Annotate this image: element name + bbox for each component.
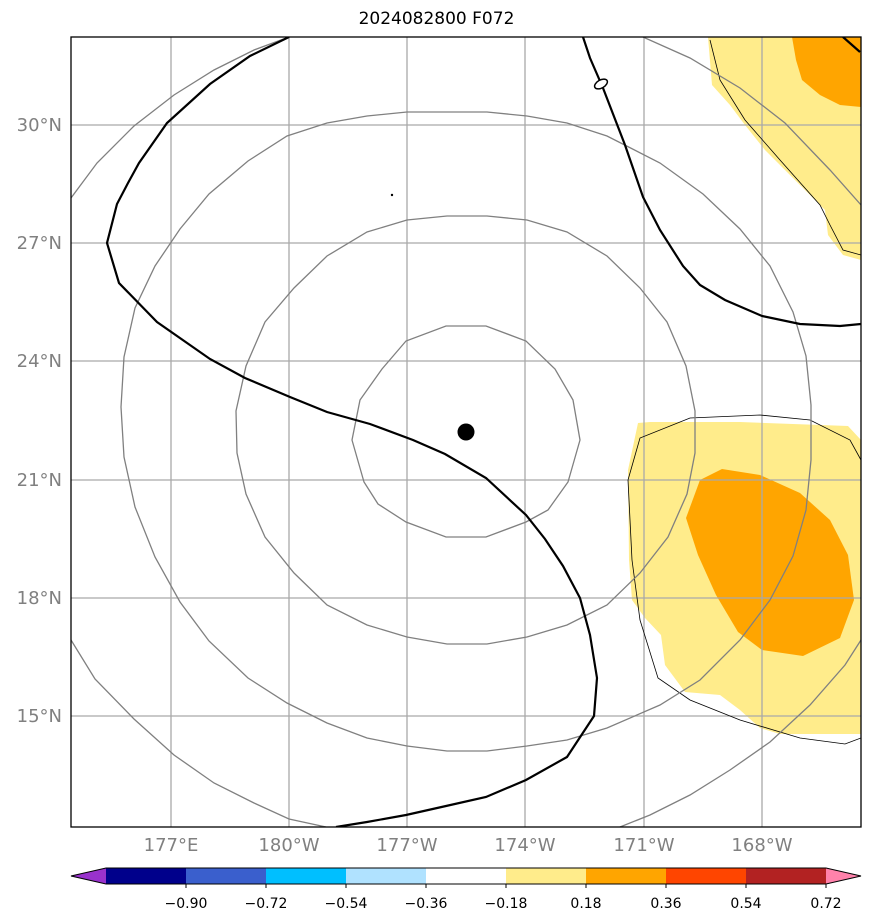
colorbar-segment bbox=[106, 868, 187, 884]
colorbar-extend-low bbox=[71, 868, 106, 884]
thin-contours bbox=[627, 39, 861, 745]
colorbar: −0.90 −0.72 −0.54 −0.36 −0.18 0.18 0.36 0.54 0.7… bbox=[70, 867, 862, 912]
lon-label: 174°W bbox=[494, 835, 555, 856]
longitude-labels: 177°E 180°W 177°W 174°W 171°W 168°W bbox=[144, 835, 793, 856]
colorbar-tick-label: 0.18 bbox=[570, 896, 601, 912]
latitude-labels: 30°N 27°N 24°N 21°N 18°N 15°N bbox=[17, 115, 62, 727]
colorbar-tick-label: −0.54 bbox=[325, 896, 368, 912]
zero-contour-ne bbox=[842, 37, 861, 53]
colorbar-segment bbox=[346, 868, 427, 884]
map-plot-area: 0 bbox=[71, 37, 861, 827]
lat-label: 30°N bbox=[17, 115, 62, 136]
lon-label: 180°W bbox=[258, 835, 319, 856]
shade-region-se-orange bbox=[686, 469, 854, 656]
small-contour-dot bbox=[390, 193, 394, 197]
colorbar-segment bbox=[586, 868, 667, 884]
colorbar-segment bbox=[666, 868, 747, 884]
colorbar-outline bbox=[70, 867, 862, 885]
colorbar-tick-label: −0.90 bbox=[165, 896, 208, 912]
colorbar-tick-label: 0.36 bbox=[650, 896, 681, 912]
colorbar-tick-label: −0.36 bbox=[405, 896, 448, 912]
lon-label: 171°W bbox=[613, 835, 674, 856]
lat-label: 27°N bbox=[17, 233, 62, 254]
lon-label: 168°W bbox=[731, 835, 792, 856]
lat-label: 24°N bbox=[17, 351, 62, 372]
colorbar-tick-label: 0.54 bbox=[730, 896, 761, 912]
colorbar-segment bbox=[426, 868, 507, 884]
range-ring-4d bbox=[619, 639, 861, 827]
range-ring-2 bbox=[235, 215, 696, 645]
colorbar-segment bbox=[746, 868, 827, 884]
range-ring-3 bbox=[120, 111, 812, 752]
lon-label: 177°W bbox=[376, 835, 437, 856]
colorbar-extend-high bbox=[826, 868, 861, 884]
colorbar-segment bbox=[266, 868, 347, 884]
zero-contour-label-box bbox=[593, 78, 609, 90]
range-rings bbox=[71, 37, 861, 827]
colorbar-tick-label: 0.72 bbox=[810, 896, 841, 912]
plot-frame bbox=[70, 36, 862, 828]
shaded-field bbox=[628, 37, 861, 734]
map-title: 2024082800 F072 bbox=[358, 9, 515, 29]
lat-label: 15°N bbox=[17, 706, 62, 727]
colorbar-tick-label: −0.18 bbox=[485, 896, 528, 912]
range-ring-4 bbox=[71, 37, 290, 199]
zero-contour-west bbox=[105, 37, 599, 827]
range-ring-4c bbox=[71, 639, 327, 827]
lat-label: 18°N bbox=[17, 588, 62, 609]
range-ring-4b bbox=[642, 37, 861, 206]
storm-center-marker bbox=[457, 423, 475, 441]
lon-label: 177°E bbox=[144, 835, 199, 856]
shade-region-ne-orange bbox=[792, 37, 861, 107]
colorbar-tick-label: −0.72 bbox=[245, 896, 288, 912]
colorbar-segment bbox=[506, 868, 587, 884]
lat-label: 21°N bbox=[17, 470, 62, 491]
colorbar-segment bbox=[186, 868, 267, 884]
range-ring-1 bbox=[351, 325, 581, 538]
